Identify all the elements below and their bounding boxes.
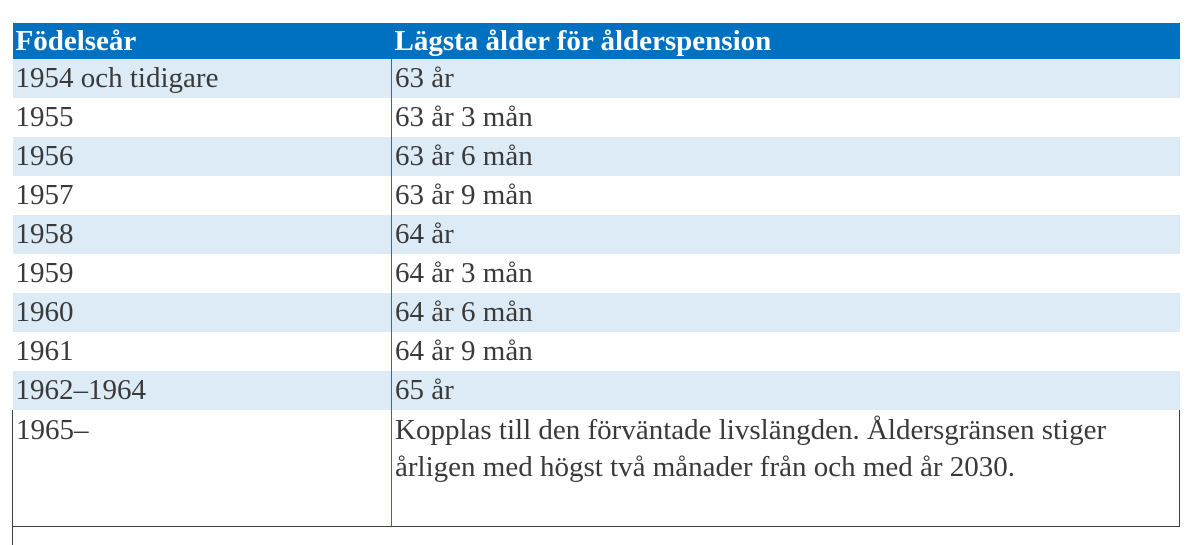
min-age-cell: 63 år 3 mån (391, 98, 1180, 137)
table-row: 1961 64 år 9 mån (13, 332, 1180, 371)
min-age-cell: 64 år 3 mån (391, 254, 1180, 293)
birth-year-cell: 1961 (15, 335, 74, 367)
pension-age-table: Födelseår Lägsta ålder för ålderspension… (12, 23, 1180, 527)
table-row: 1962–1964 65 år (12, 371, 1180, 410)
table-row: 1956 63 år 6 mån (12, 137, 1180, 176)
header-min-pension-age: Lägsta ålder för ålderspension (391, 23, 1180, 59)
birth-year-cell: 1960 (12, 293, 392, 332)
header-birth-year: Födelseår (12, 23, 392, 59)
table-row: 1960 64 år 6 mån (12, 293, 1180, 332)
birth-year-cell: 1955 (15, 101, 74, 133)
min-age-cell: Kopplas till den förväntade livslängden.… (391, 410, 1180, 527)
table-row: 1955 63 år 3 mån (13, 98, 1180, 137)
page-edge-line (12, 527, 13, 545)
min-age-cell: 63 år (391, 59, 1180, 98)
birth-year-cell: 1962–1964 (12, 371, 392, 410)
birth-year-cell: 1965– (12, 410, 392, 527)
table-header-row: Födelseår Lägsta ålder för ålderspension (12, 23, 1180, 59)
min-age-cell: 64 år 6 mån (391, 293, 1180, 332)
birth-year-cell: 1954 och tidigare (12, 59, 392, 98)
birth-year-cell: 1958 (12, 215, 392, 254)
birth-year-cell: 1956 (12, 137, 392, 176)
min-age-cell: 65 år (391, 371, 1180, 410)
table-row: 1965– Kopplas till den förväntade livslä… (12, 410, 1180, 527)
table-row: 1959 64 år 3 mån (13, 254, 1180, 293)
table-row: 1958 64 år (12, 215, 1180, 254)
table-row: 1954 och tidigare 63 år (12, 59, 1180, 98)
table-row: 1957 63 år 9 mån (13, 176, 1180, 215)
min-age-cell: 63 år 6 mån (391, 137, 1180, 176)
min-age-cell: 64 år (391, 215, 1180, 254)
min-age-cell: 63 år 9 mån (391, 176, 1180, 215)
birth-year-cell: 1959 (15, 257, 74, 289)
birth-year-cell: 1957 (15, 179, 74, 211)
min-age-cell: 64 år 9 mån (391, 332, 1180, 371)
